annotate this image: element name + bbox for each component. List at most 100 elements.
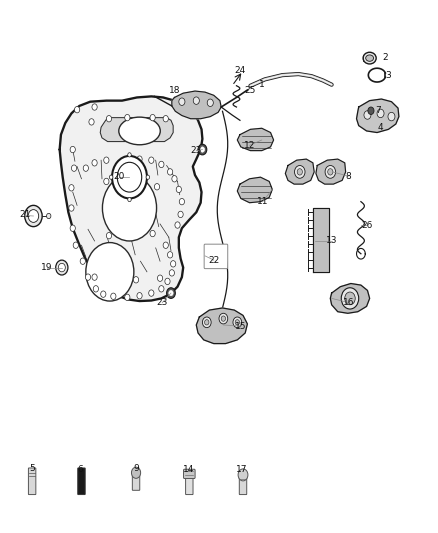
Text: 19: 19 (41, 263, 52, 272)
Circle shape (325, 165, 336, 178)
Circle shape (70, 147, 75, 153)
Circle shape (178, 211, 183, 217)
Circle shape (56, 260, 68, 275)
Circle shape (175, 222, 180, 228)
Polygon shape (237, 177, 272, 203)
Polygon shape (316, 159, 346, 184)
Circle shape (70, 225, 75, 231)
Circle shape (46, 213, 51, 219)
Circle shape (71, 165, 77, 171)
Circle shape (166, 288, 175, 298)
Ellipse shape (366, 55, 374, 61)
Circle shape (106, 232, 112, 239)
Text: 5: 5 (29, 464, 35, 473)
FancyBboxPatch shape (132, 470, 140, 490)
Polygon shape (286, 159, 314, 184)
Circle shape (179, 198, 184, 205)
Circle shape (25, 205, 42, 227)
Circle shape (149, 290, 154, 296)
Circle shape (345, 292, 355, 305)
Circle shape (297, 168, 302, 175)
Text: 1: 1 (259, 80, 265, 89)
Text: 11: 11 (257, 197, 268, 206)
Text: 14: 14 (183, 465, 194, 474)
Circle shape (167, 252, 173, 258)
Circle shape (172, 175, 177, 182)
Circle shape (235, 320, 240, 325)
Circle shape (137, 293, 142, 299)
Circle shape (102, 175, 156, 241)
Circle shape (89, 119, 94, 125)
Circle shape (377, 109, 384, 118)
Circle shape (101, 291, 106, 297)
Circle shape (219, 313, 228, 324)
Circle shape (92, 104, 97, 110)
Text: 23: 23 (191, 146, 202, 155)
Circle shape (170, 261, 176, 267)
Circle shape (154, 183, 159, 190)
Circle shape (198, 144, 207, 155)
Text: 25: 25 (245, 85, 256, 94)
Circle shape (92, 274, 97, 280)
Circle shape (111, 293, 116, 300)
Polygon shape (330, 284, 370, 313)
Circle shape (131, 467, 141, 478)
FancyBboxPatch shape (184, 469, 195, 479)
Text: 8: 8 (345, 172, 351, 181)
Ellipse shape (363, 52, 376, 64)
Circle shape (28, 209, 39, 222)
Circle shape (69, 205, 74, 211)
FancyBboxPatch shape (204, 244, 228, 269)
Polygon shape (237, 128, 274, 151)
Circle shape (193, 97, 199, 104)
Polygon shape (60, 96, 202, 301)
Circle shape (128, 197, 131, 201)
Circle shape (205, 320, 209, 325)
Ellipse shape (119, 117, 160, 145)
Circle shape (85, 274, 91, 280)
Circle shape (238, 469, 248, 481)
Circle shape (294, 165, 305, 178)
Circle shape (200, 147, 205, 152)
Circle shape (125, 294, 130, 301)
Circle shape (176, 186, 181, 192)
Circle shape (104, 178, 109, 184)
Circle shape (86, 243, 134, 301)
Circle shape (149, 157, 154, 164)
Circle shape (137, 156, 142, 163)
Text: 9: 9 (133, 464, 139, 473)
Text: 17: 17 (236, 465, 247, 474)
Circle shape (125, 115, 130, 121)
Circle shape (159, 161, 164, 167)
Circle shape (341, 288, 359, 309)
Circle shape (207, 99, 213, 107)
Text: 16: 16 (343, 298, 355, 307)
Circle shape (169, 270, 174, 276)
Circle shape (169, 290, 173, 296)
Circle shape (134, 277, 139, 283)
Polygon shape (313, 208, 329, 272)
Circle shape (364, 111, 371, 119)
Text: 22: 22 (208, 256, 219, 264)
Polygon shape (196, 308, 247, 344)
Circle shape (157, 275, 162, 281)
Circle shape (163, 116, 168, 122)
Circle shape (74, 107, 80, 113)
FancyBboxPatch shape (78, 468, 85, 495)
Circle shape (165, 278, 170, 285)
Circle shape (150, 115, 155, 121)
Text: 3: 3 (385, 70, 391, 79)
Circle shape (80, 258, 85, 264)
Text: 18: 18 (169, 85, 180, 94)
Text: 7: 7 (375, 106, 381, 115)
Circle shape (328, 168, 333, 175)
FancyBboxPatch shape (28, 468, 36, 495)
Polygon shape (100, 118, 173, 142)
Text: 21: 21 (19, 210, 30, 219)
Text: 23: 23 (156, 298, 168, 307)
Text: 24: 24 (234, 67, 246, 75)
FancyBboxPatch shape (239, 475, 247, 495)
Circle shape (202, 317, 211, 328)
Polygon shape (357, 99, 399, 133)
Text: 20: 20 (113, 172, 124, 181)
